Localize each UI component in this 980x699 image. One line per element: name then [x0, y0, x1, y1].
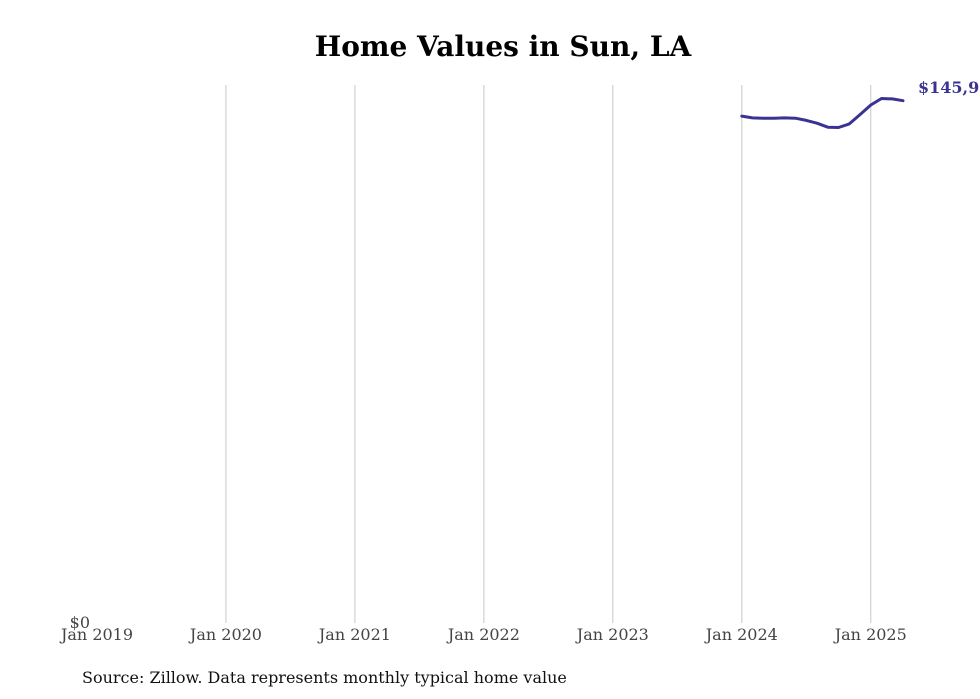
x-tick-label: Jan 2022 [446, 625, 520, 644]
y-tick-label: $0 [70, 613, 90, 632]
end-value-label: $145,9 [918, 78, 979, 97]
x-tick-label: Jan 2025 [833, 625, 907, 644]
chart-title: Home Values in Sun, LA [314, 30, 692, 63]
x-tick-label: Jan 2024 [704, 625, 778, 644]
source-note: Source: Zillow. Data represents monthly … [82, 668, 567, 687]
x-tick-label: Jan 2023 [575, 625, 649, 644]
x-tick-label: Jan 2019 [59, 625, 133, 644]
x-tick-label: Jan 2021 [317, 625, 391, 644]
series-line [740, 97, 905, 129]
x-tick-label: Jan 2020 [188, 625, 262, 644]
